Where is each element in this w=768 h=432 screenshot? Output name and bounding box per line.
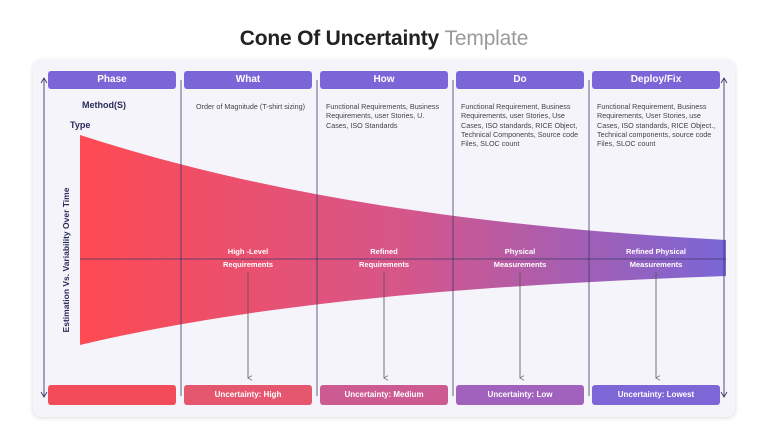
title-main: Cone Of Uncertainty <box>239 27 439 50</box>
description-how: Functional Requirements, Business Requir… <box>326 102 440 130</box>
stage-label: High -Level Requirements <box>184 245 312 271</box>
stage-line: Measurements <box>493 260 547 269</box>
stage-line: High -Level <box>227 247 269 256</box>
header-how: How <box>320 71 448 89</box>
stage-line: Refined Physical <box>625 247 687 256</box>
page-title: Cone Of Uncertainty Template <box>0 27 768 51</box>
stage-arrows <box>248 272 656 378</box>
header-phase: Phase <box>48 71 176 89</box>
header-deploy-fix: Deploy/Fix <box>592 71 720 89</box>
header-do: Do <box>456 71 584 89</box>
footer-uncertainty-high: Uncertainty: High <box>184 385 312 405</box>
footer-uncertainty-medium: Uncertainty: Medium <box>320 385 448 405</box>
description-deploy-fix: Functional Requirement, Business Require… <box>597 102 716 149</box>
type-label: Type <box>70 120 91 130</box>
footer-uncertainty-low: Uncertainty: Low <box>456 385 584 405</box>
stage-line: Measurements <box>629 260 683 269</box>
stage-line: Requirements <box>222 260 273 269</box>
title-suffix: Template <box>444 27 529 50</box>
header-what: What <box>184 71 312 89</box>
y-axis-label: Estimation Vs. Variability Over Time <box>61 187 71 333</box>
description-what: Order of Magnitude (T-shirt sizing) <box>196 102 306 111</box>
stage-label: Physical Measurements <box>456 245 584 271</box>
footer-phase <box>48 385 176 405</box>
stage-label: Refined Requirements <box>320 245 448 271</box>
y-axis <box>40 77 48 398</box>
footer-uncertainty-lowest: Uncertainty: Lowest <box>592 385 720 405</box>
stage-label: Refined Physical Measurements <box>592 245 720 271</box>
column-dividers <box>180 80 590 396</box>
description-do: Functional Requirement, Business Require… <box>461 102 579 149</box>
stage-line: Requirements <box>358 260 409 269</box>
right-axis <box>720 77 728 398</box>
cone-shape <box>80 135 726 345</box>
stage-line: Refined <box>370 247 398 256</box>
stage-line: Physical <box>504 247 536 256</box>
method-label: Method(S) <box>82 100 126 110</box>
